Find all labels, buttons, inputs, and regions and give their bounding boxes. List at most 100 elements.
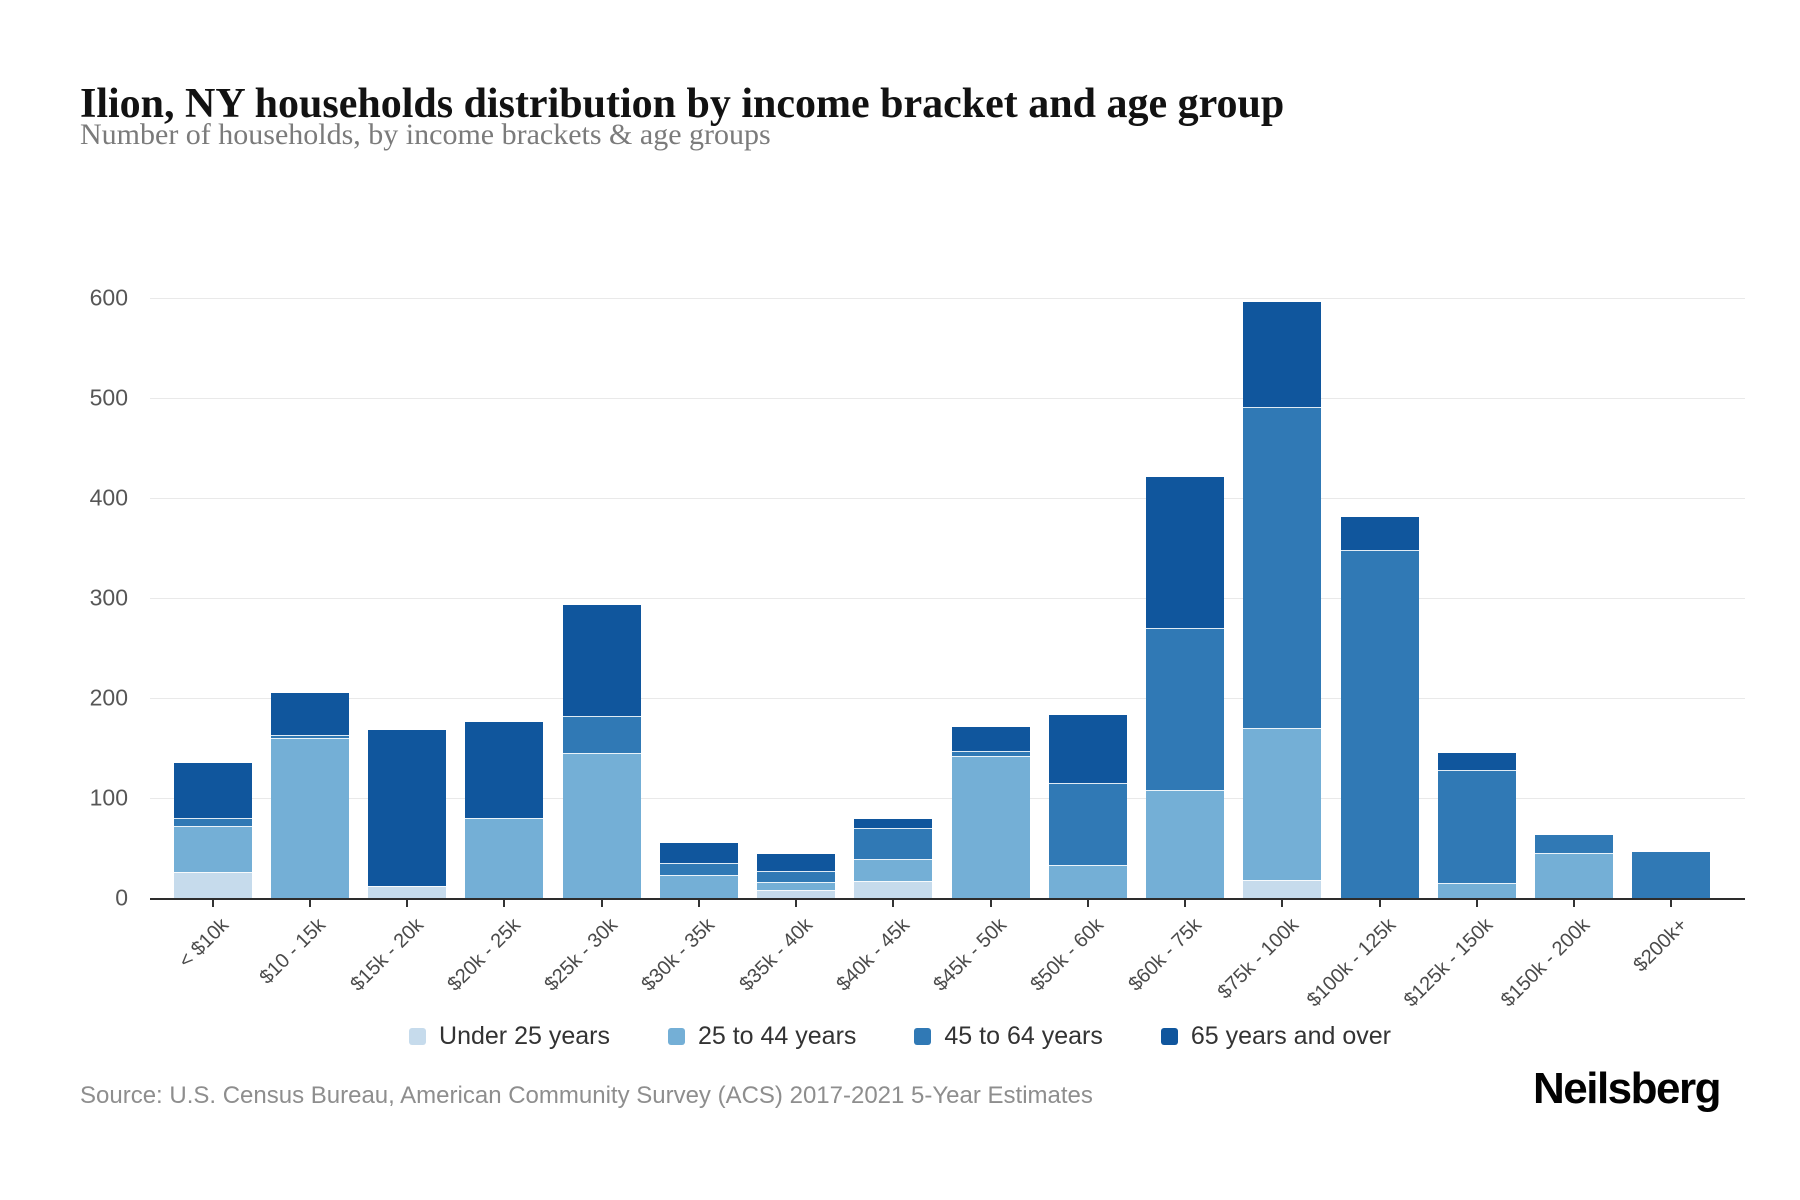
bar-segment-65-years-and-over[interactable]: [1340, 517, 1419, 550]
bar-segment-under-25-years[interactable]: [1243, 880, 1322, 898]
bar-segment-45-to-64-years[interactable]: [1243, 407, 1322, 728]
x-axis-tick: [1378, 900, 1381, 907]
gridline: [150, 798, 1745, 799]
bar[interactable]: [173, 763, 252, 898]
bar-segment-under-25-years[interactable]: [757, 890, 836, 898]
bar-segment-65-years-and-over[interactable]: [465, 722, 544, 818]
bar-segment-65-years-and-over[interactable]: [562, 605, 641, 716]
neilsberg-logo[interactable]: Neilsberg: [1532, 1064, 1722, 1113]
bar-segment-45-to-64-years[interactable]: [757, 871, 836, 882]
bar-segment-65-years-and-over[interactable]: [173, 763, 252, 818]
bar-segment-45-to-64-years[interactable]: [1535, 835, 1614, 853]
bar[interactable]: [1146, 477, 1225, 898]
bar[interactable]: [659, 843, 738, 898]
bar[interactable]: [854, 819, 933, 898]
gridline: [150, 598, 1745, 599]
legend-label: 25 to 44 years: [697, 1022, 857, 1050]
bar-column: $35k - 40k: [735, 298, 845, 996]
chart-title: Ilion, NY households distribution by inc…: [80, 81, 1285, 128]
bar-segment-under-25-years[interactable]: [173, 872, 252, 898]
legend-item-under-25-years[interactable]: Under 25 years: [409, 1022, 610, 1051]
legend-label: 65 years and over: [1190, 1022, 1391, 1050]
bar-segment-45-to-64-years[interactable]: [1340, 550, 1419, 898]
bar-segment-45-to-64-years[interactable]: [1632, 852, 1711, 898]
bar-segment-45-to-64-years[interactable]: [270, 735, 349, 738]
bar[interactable]: [562, 605, 641, 898]
x-axis-tick: [795, 900, 798, 907]
bar-column: $60k - 75k: [1124, 298, 1234, 996]
legend: Under 25 years 25 to 44 years 45 to 64 yea…: [0, 1022, 1800, 1051]
bar-segment-25-to-44-years[interactable]: [270, 738, 349, 898]
bar-segment-under-25-years[interactable]: [854, 881, 933, 898]
bar-column: $25k - 30k: [541, 298, 650, 996]
bar-segment-45-to-64-years[interactable]: [854, 828, 933, 859]
bar[interactable]: [1048, 715, 1127, 898]
x-axis-tick: [1281, 900, 1284, 907]
x-axis-label: $60k - 75k: [1124, 914, 1206, 996]
gridline: [150, 498, 1745, 499]
legend-swatch: [667, 1028, 685, 1045]
bar-segment-45-to-64-years[interactable]: [562, 716, 641, 753]
bar[interactable]: [270, 693, 349, 898]
source-attribution: Source: U.S. Census Bureau, American Com…: [80, 1082, 1093, 1109]
bar-segment-25-to-44-years[interactable]: [1048, 865, 1127, 898]
bar-segment-25-to-44-years[interactable]: [854, 859, 933, 881]
x-axis-tick: [600, 900, 603, 907]
x-axis-label: $20k - 25k: [443, 914, 525, 996]
x-axis-tick: [892, 900, 895, 907]
bar[interactable]: [368, 730, 447, 898]
bar-segment-65-years-and-over[interactable]: [368, 730, 447, 886]
bar-segment-25-to-44-years[interactable]: [1437, 883, 1516, 898]
bar[interactable]: [1340, 517, 1419, 898]
bar-segment-65-years-and-over[interactable]: [1048, 715, 1127, 783]
y-axis-tick-label: 600: [89, 284, 128, 311]
bar-segment-65-years-and-over[interactable]: [659, 843, 738, 863]
x-axis-tick: [1086, 900, 1089, 907]
bar[interactable]: [951, 727, 1030, 898]
legend-item-45-to-64-years[interactable]: 45 to 64 years: [914, 1022, 1103, 1051]
bar-segment-25-to-44-years[interactable]: [757, 882, 836, 890]
bar-segment-25-to-44-years[interactable]: [173, 826, 252, 872]
bar-segment-65-years-and-over[interactable]: [1437, 753, 1516, 770]
bar[interactable]: [757, 854, 836, 898]
bar-segment-65-years-and-over[interactable]: [270, 693, 349, 735]
chart-subtitle: Number of households, by income brackets…: [80, 118, 771, 151]
bar-segment-65-years-and-over[interactable]: [951, 727, 1030, 751]
bar-segment-45-to-64-years[interactable]: [1437, 770, 1516, 883]
bar-segment-25-to-44-years[interactable]: [1146, 790, 1225, 898]
legend-item-25-to-44-years[interactable]: 25 to 44 years: [667, 1022, 857, 1051]
bar-segment-25-to-44-years[interactable]: [1535, 853, 1614, 898]
bars-container: < $10k $10 - 15k $15k - 20k $20k - 25k $25k …: [164, 298, 1720, 1011]
bar-segment-65-years-and-over[interactable]: [1243, 302, 1322, 407]
legend-swatch: [1160, 1028, 1178, 1045]
bar[interactable]: [1437, 753, 1516, 898]
bar-segment-25-to-44-years[interactable]: [659, 875, 738, 898]
y-axis-tick-label: 500: [89, 384, 128, 411]
bar-segment-45-to-64-years[interactable]: [951, 751, 1030, 756]
bar-segment-25-to-44-years[interactable]: [465, 818, 544, 898]
bar-segment-65-years-and-over[interactable]: [757, 854, 836, 871]
bar[interactable]: [1632, 852, 1711, 898]
bar[interactable]: [1535, 835, 1614, 898]
bar-segment-45-to-64-years[interactable]: [1048, 783, 1127, 865]
bar[interactable]: [1243, 302, 1322, 898]
bar-segment-under-25-years[interactable]: [368, 886, 447, 898]
bar-segment-45-to-64-years[interactable]: [659, 863, 738, 875]
bar-segment-25-to-44-years[interactable]: [951, 756, 1030, 898]
bar-segment-25-to-44-years[interactable]: [1243, 728, 1322, 880]
x-axis-label: $75k - 100k: [1213, 914, 1303, 1004]
bar-column: $20k - 25k: [443, 298, 553, 996]
bar-segment-45-to-64-years[interactable]: [1146, 628, 1225, 790]
plot-area: < $10k $10 - 15k $15k - 20k $20k - 25k $25k …: [150, 298, 1745, 1011]
bar-segment-45-to-64-years[interactable]: [173, 818, 252, 826]
bar-segment-65-years-and-over[interactable]: [1146, 477, 1225, 628]
bar-segment-25-to-44-years[interactable]: [562, 753, 641, 898]
gridline: [150, 698, 1745, 699]
gridline: [150, 298, 1745, 299]
x-axis-label: < $10k: [174, 914, 234, 973]
bar-segment-65-years-and-over[interactable]: [854, 819, 933, 828]
x-axis-label: $125k - 150k: [1400, 914, 1498, 1012]
legend-swatch: [914, 1028, 932, 1045]
bar[interactable]: [465, 722, 544, 898]
legend-item-65-years-and-over[interactable]: 65 years and over: [1160, 1022, 1391, 1051]
